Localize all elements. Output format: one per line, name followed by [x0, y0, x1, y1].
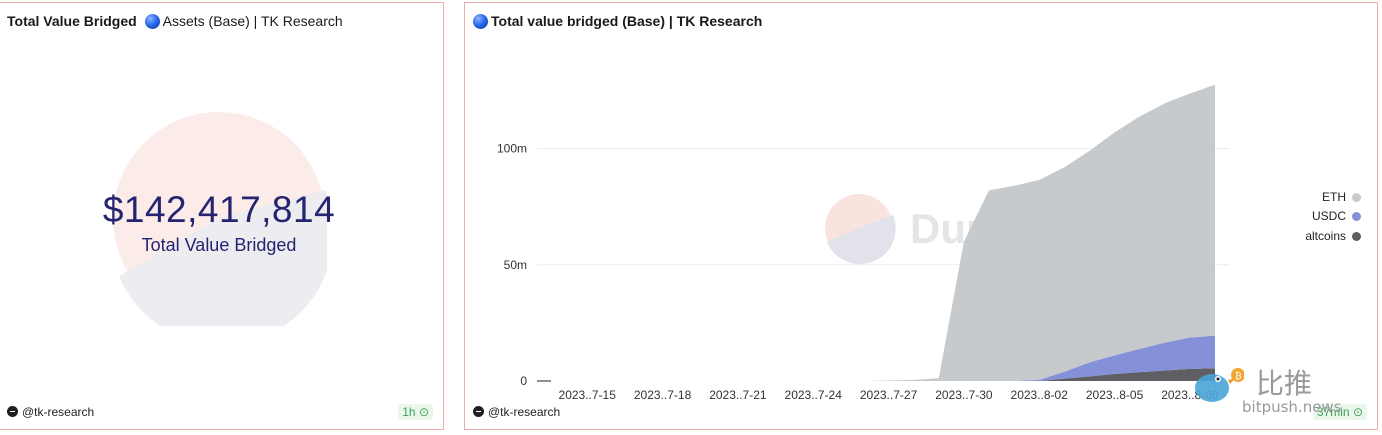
- chart-panel: Total value bridged (Base) | TK Research…: [464, 2, 1378, 430]
- x-tick-label: 2023..7-30: [935, 388, 993, 402]
- x-tick-label: 2023..7-27: [860, 388, 918, 402]
- counter-value: $142,417,814: [102, 189, 336, 230]
- x-tick-label: 2023..8-05: [1086, 388, 1144, 402]
- legend-item-eth[interactable]: ETH: [1322, 190, 1361, 204]
- check-circle-icon: ⊙: [1352, 405, 1363, 419]
- bitpush-cn-text: 比推: [1256, 367, 1313, 400]
- bird-logo-icon: ₿: [1195, 368, 1244, 402]
- globe-icon: [473, 14, 488, 29]
- y-tick-label: 50m: [504, 258, 527, 272]
- bitpush-url-text: bitpush.news: [1242, 398, 1342, 416]
- svg-text:₿: ₿: [1235, 371, 1242, 382]
- y-tick-label: 100m: [497, 142, 527, 156]
- author-handle: @tk-research: [22, 405, 95, 419]
- dune-user-icon: [7, 406, 18, 417]
- legend-swatch-usdc: [1352, 212, 1361, 221]
- legend-label-usdc: USDC: [1311, 209, 1346, 223]
- chart-panel-title[interactable]: Total value bridged (Base) | TK Research: [465, 13, 762, 29]
- legend-label-altcoins: altcoins: [1305, 229, 1346, 243]
- x-tick-label: 2023..7-18: [634, 388, 692, 402]
- x-tick-label: 2023..7-21: [709, 388, 767, 402]
- refresh-badge[interactable]: 1h ⊙: [398, 404, 433, 420]
- counter-panel-title-rest: Assets (Base) | TK Research: [162, 13, 343, 29]
- globe-icon: [144, 14, 160, 29]
- refresh-badge[interactable]: 37min ⊙: [1312, 404, 1367, 420]
- legend-swatch-altcoins: [1352, 232, 1361, 241]
- author-footer[interactable]: @tk-research: [7, 405, 94, 419]
- x-tick-label: 2023..7-15: [559, 388, 617, 402]
- x-tick-label: 2023..8-02: [1011, 388, 1069, 402]
- legend-swatch-eth: [1352, 193, 1361, 202]
- y-tick-label: 0: [520, 374, 527, 388]
- legend-item-usdc[interactable]: USDC: [1312, 209, 1361, 223]
- check-circle-icon: ⊙: [418, 405, 429, 419]
- legend-label-eth: ETH: [1322, 190, 1346, 204]
- counter-panel-title-bold: Total Value Bridged: [7, 13, 137, 29]
- counter-label: Total Value Bridged: [141, 235, 297, 255]
- dune-user-icon: [473, 406, 484, 417]
- x-tick-label: 2023..7-24: [785, 388, 843, 402]
- counter-panel: Total Value Bridged Assets (Base) | TK Re…: [0, 2, 444, 430]
- refresh-badge-text: 1h: [402, 405, 416, 419]
- author-footer[interactable]: @tk-research: [473, 405, 560, 419]
- chart-title: Total value bridged (Base) | TK Research: [491, 13, 763, 29]
- counter-pie-decoration: [113, 112, 327, 326]
- counter-panel-title[interactable]: Total Value Bridged Assets (Base) | TK Re…: [7, 13, 343, 29]
- author-handle: @tk-research: [488, 405, 561, 419]
- bitpush-watermark: ₿ 比推 bitpush.news: [1186, 364, 1376, 424]
- legend-item-altcoins[interactable]: altcoins: [1305, 229, 1361, 243]
- series-area-eth: [537, 84, 1215, 382]
- refresh-badge-text: 37min: [1316, 405, 1350, 419]
- series-area-altcoins: [537, 368, 1215, 381]
